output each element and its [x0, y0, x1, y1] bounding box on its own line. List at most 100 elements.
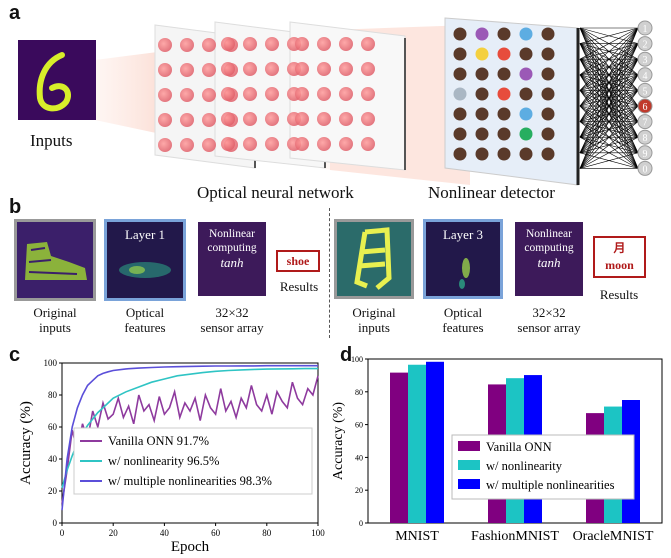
detector-dot	[475, 147, 489, 161]
detector-dot	[541, 87, 555, 101]
connection-line	[579, 27, 639, 76]
digit-stroke	[36, 52, 72, 112]
detector-dot	[453, 147, 467, 161]
right-sensor-array: Nonlinear computing tanh	[512, 219, 586, 299]
output-node	[637, 114, 653, 130]
y-axis-label: Accuracy (%)	[331, 402, 346, 480]
output-digit-label: 4	[643, 71, 648, 82]
detector-dot	[453, 127, 467, 141]
lens-dot	[317, 62, 331, 76]
output-digit-label: 1	[643, 24, 648, 35]
x-tick-label: 100	[311, 528, 325, 538]
lens-dot	[180, 63, 194, 77]
bar-mnist-s3	[426, 361, 444, 523]
connection-line	[579, 27, 639, 44]
lens-dot	[158, 113, 172, 127]
connection-line	[579, 90, 639, 169]
output-digit-label: 2	[643, 40, 648, 51]
legend-label: w/ multiple nonlinearities 98.3%	[108, 474, 272, 488]
lens-dot	[243, 37, 257, 51]
chart-c-accuracy-vs-epoch: 0 20 40 60 80 100 0 20 40 60 80 100 Epoch Accuracy (%…	[18, 358, 325, 555]
lens-dot	[361, 62, 375, 76]
panel-a-letter: a	[9, 2, 21, 24]
lens-dot	[317, 137, 331, 151]
lens-dot	[317, 87, 331, 101]
detector-dot	[453, 47, 467, 61]
output-node	[637, 82, 653, 98]
lens-dot	[361, 37, 375, 51]
connection-line	[579, 27, 639, 91]
detector-dot	[497, 147, 511, 161]
output-digit-label: 3	[643, 55, 648, 66]
output-digit-label: 8	[643, 133, 648, 144]
lens-dot	[202, 88, 216, 102]
legend-box	[73, 427, 313, 495]
detector-dot	[519, 107, 533, 121]
lens-dot	[265, 112, 279, 126]
legend-label: w/ nonlinearity 96.5%	[108, 454, 219, 468]
detector-dot	[541, 107, 555, 121]
y-tick-label: 60	[355, 421, 363, 430]
panel-d-letter: d	[340, 344, 353, 366]
connection-line	[579, 152, 639, 169]
right-feature-blobs	[459, 258, 470, 289]
shoe-image	[25, 242, 87, 280]
output-node	[637, 67, 653, 83]
y-tick-label: 80	[355, 388, 363, 397]
lens-dot	[221, 87, 235, 101]
output-node	[637, 51, 653, 67]
connection-line	[579, 27, 639, 138]
lens-dot	[265, 137, 279, 151]
chart-d-accuracy-bars: 0 20 40 60 80 100 Accuracy (%) MNIST FashionMNIS…	[331, 355, 663, 544]
y-tick-label: 40	[48, 454, 58, 464]
output-digit-label: 7	[643, 118, 648, 129]
detector-dot	[541, 67, 555, 81]
right-sensor-label: 32×32 sensor array	[517, 305, 581, 335]
panel-b-letter: b	[9, 196, 22, 218]
output-digit-label: 0	[643, 164, 648, 175]
detector-label: Nonlinear detector	[428, 183, 555, 202]
series-line-3	[61, 364, 318, 511]
lens-dot	[317, 37, 331, 51]
detector-dot	[541, 127, 555, 141]
x-tick-label: 80	[262, 528, 272, 538]
right-result-text: moon	[605, 258, 634, 272]
detector-dot	[453, 87, 467, 101]
right-optical-features: Layer 3	[423, 219, 503, 299]
x-tick-label: 40	[160, 528, 170, 538]
lens-dot	[202, 63, 216, 77]
detector-dot	[497, 107, 511, 121]
connection-line	[579, 121, 639, 169]
right-original-label: Original inputs	[352, 305, 396, 335]
lens-dot	[243, 112, 257, 126]
left-feature-blobs	[119, 262, 171, 278]
connection-line	[579, 43, 639, 169]
right-result-box: 月 moon	[593, 236, 646, 278]
left-original-input	[14, 219, 96, 301]
output-node	[637, 129, 653, 145]
lens-dot	[243, 87, 257, 101]
category-label: OracleMNIST	[573, 529, 654, 544]
detector-dot	[475, 27, 489, 41]
output-digit-label: 9	[643, 149, 648, 160]
connection-line	[579, 27, 639, 107]
connection-line	[579, 105, 639, 169]
y-tick-label: 0	[359, 519, 363, 528]
lens-dot	[339, 37, 353, 51]
legend-label: Vanilla ONN	[486, 440, 552, 454]
output-node	[637, 20, 653, 36]
right-layer-title: Layer 3	[442, 227, 484, 242]
connection-line	[579, 27, 639, 153]
detector-dot	[453, 67, 467, 81]
left-computing-title: Nonlinear computing	[207, 228, 257, 254]
detector-dot	[541, 27, 555, 41]
detector-dot	[475, 67, 489, 81]
left-optical-label: Optical features	[124, 305, 166, 335]
lens-dot	[317, 112, 331, 126]
left-results-label: Results	[279, 279, 319, 294]
detector-plate	[444, 17, 579, 186]
y-axis-label: Accuracy (%)	[18, 401, 34, 485]
right-original-input	[334, 219, 414, 299]
lens-dot	[158, 88, 172, 102]
lens-dot	[265, 87, 279, 101]
